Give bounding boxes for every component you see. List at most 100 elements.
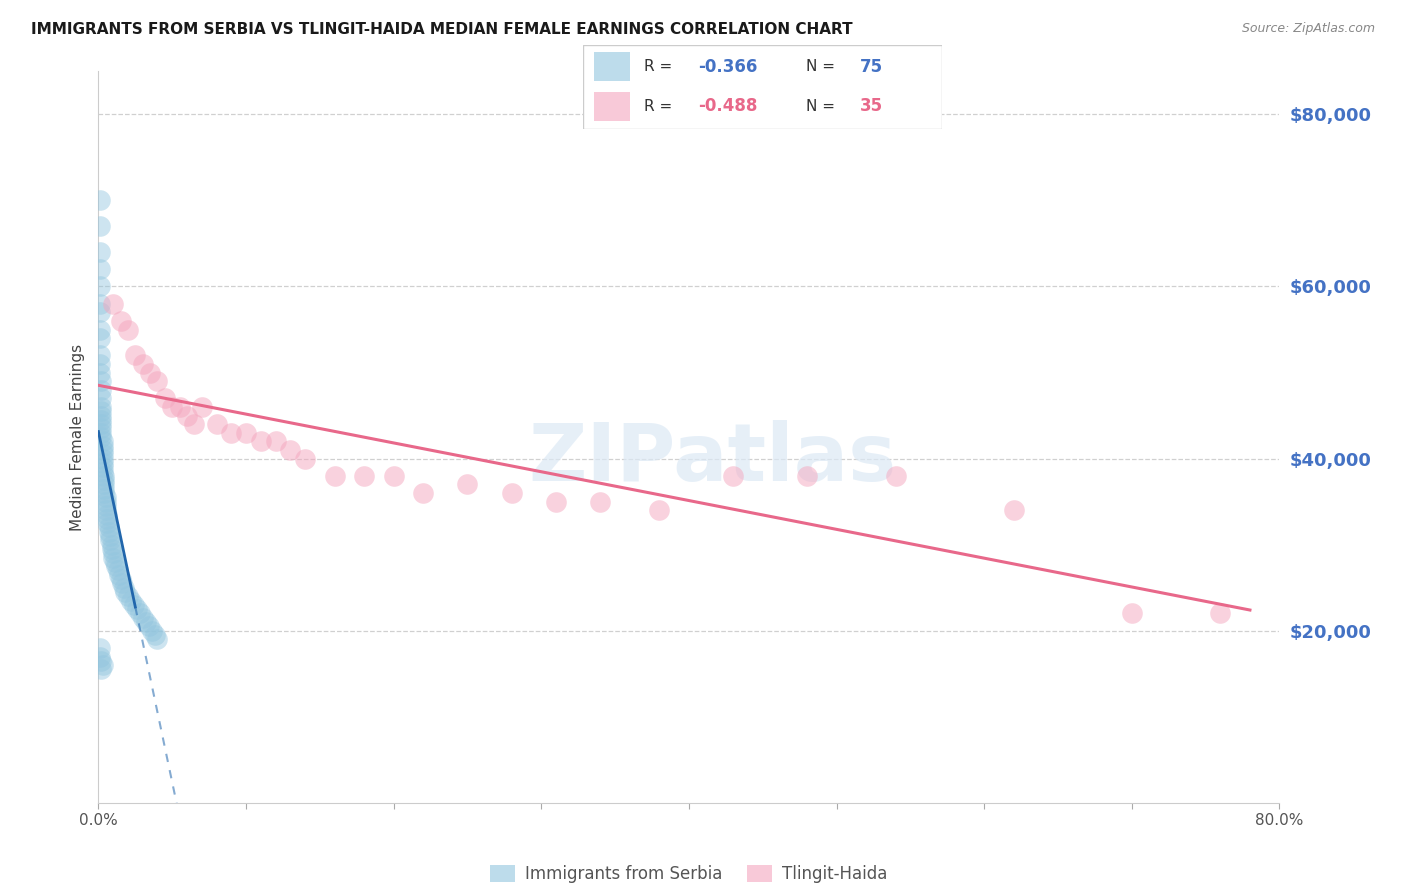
Point bbox=[117, 589, 139, 603]
Point bbox=[250, 434, 273, 449]
Text: N =: N = bbox=[806, 59, 839, 74]
Text: N =: N = bbox=[806, 99, 839, 114]
Point bbox=[90, 400, 112, 414]
Point bbox=[176, 409, 198, 423]
Point bbox=[91, 456, 114, 470]
Point bbox=[162, 400, 183, 414]
Point bbox=[89, 262, 111, 277]
Point bbox=[108, 567, 131, 582]
Text: -0.488: -0.488 bbox=[699, 97, 758, 115]
Point bbox=[90, 417, 112, 432]
Point bbox=[122, 598, 145, 612]
Point bbox=[323, 468, 346, 483]
Point bbox=[89, 245, 111, 260]
Point bbox=[723, 468, 745, 483]
Point bbox=[546, 494, 568, 508]
Point bbox=[90, 413, 112, 427]
Point bbox=[205, 417, 228, 432]
Point bbox=[90, 421, 112, 435]
Point bbox=[94, 494, 117, 508]
Point bbox=[93, 486, 115, 500]
Point bbox=[103, 296, 125, 310]
Point bbox=[90, 383, 112, 397]
Point bbox=[120, 593, 142, 607]
Y-axis label: Median Female Earnings: Median Female Earnings bbox=[70, 343, 86, 531]
Point bbox=[169, 400, 191, 414]
Point bbox=[89, 305, 111, 319]
Point bbox=[98, 533, 121, 548]
Point bbox=[132, 611, 155, 625]
Text: R =: R = bbox=[644, 59, 678, 74]
Point bbox=[91, 658, 114, 673]
Point bbox=[91, 434, 114, 449]
Point bbox=[93, 477, 115, 491]
Point bbox=[105, 559, 128, 574]
Point bbox=[90, 425, 112, 440]
Point bbox=[138, 619, 160, 633]
Point bbox=[294, 451, 316, 466]
Point bbox=[94, 491, 117, 505]
Point bbox=[93, 482, 115, 496]
Point bbox=[107, 564, 129, 578]
Point bbox=[146, 632, 169, 647]
Point bbox=[100, 541, 122, 556]
Text: 35: 35 bbox=[859, 97, 883, 115]
Point bbox=[153, 392, 176, 406]
Point bbox=[91, 442, 114, 457]
Text: -0.366: -0.366 bbox=[699, 58, 758, 76]
Point bbox=[112, 581, 135, 595]
Point bbox=[264, 434, 287, 449]
Point bbox=[141, 624, 163, 638]
Point bbox=[589, 494, 612, 508]
Point bbox=[93, 473, 115, 487]
Point bbox=[90, 374, 112, 388]
Point bbox=[280, 442, 302, 457]
Point bbox=[90, 392, 112, 406]
Point bbox=[111, 576, 134, 591]
Point bbox=[103, 550, 125, 565]
Point bbox=[104, 555, 127, 569]
Point bbox=[353, 468, 375, 483]
Point bbox=[89, 640, 111, 655]
Point bbox=[128, 607, 150, 621]
Point bbox=[90, 404, 112, 418]
Point bbox=[110, 572, 132, 586]
Point bbox=[135, 615, 157, 629]
Point bbox=[90, 654, 112, 668]
Point bbox=[132, 357, 155, 371]
Point bbox=[91, 451, 114, 466]
Text: Source: ZipAtlas.com: Source: ZipAtlas.com bbox=[1241, 22, 1375, 36]
Point bbox=[183, 417, 205, 432]
Point bbox=[114, 585, 136, 599]
Point bbox=[457, 477, 479, 491]
Text: R =: R = bbox=[644, 99, 678, 114]
Point bbox=[98, 529, 121, 543]
Point bbox=[97, 524, 120, 539]
Point bbox=[1209, 607, 1232, 621]
Point bbox=[89, 279, 111, 293]
Bar bbox=[595, 92, 630, 120]
Point bbox=[501, 486, 523, 500]
Point bbox=[884, 468, 907, 483]
Point bbox=[90, 430, 112, 444]
Point bbox=[412, 486, 434, 500]
Point bbox=[125, 602, 148, 616]
Point bbox=[110, 314, 132, 328]
Text: ZIPatlas: ZIPatlas bbox=[529, 420, 897, 498]
Point bbox=[796, 468, 818, 483]
Point bbox=[143, 628, 166, 642]
Point bbox=[91, 465, 114, 479]
Point bbox=[89, 296, 111, 310]
Point bbox=[1121, 607, 1143, 621]
Point bbox=[1002, 503, 1025, 517]
Point bbox=[146, 374, 169, 388]
Point bbox=[97, 520, 120, 534]
Point bbox=[93, 468, 115, 483]
Point bbox=[103, 546, 125, 560]
Point bbox=[91, 460, 114, 475]
Point bbox=[89, 357, 111, 371]
Point bbox=[91, 447, 114, 461]
Point bbox=[90, 662, 112, 676]
Point bbox=[89, 366, 111, 380]
Point bbox=[90, 409, 112, 423]
